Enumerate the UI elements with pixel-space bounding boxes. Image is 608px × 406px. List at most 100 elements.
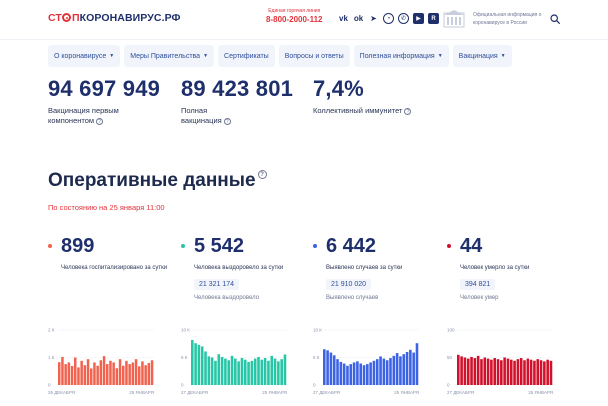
question-icon[interactable]: ? bbox=[96, 118, 104, 125]
chart-bar[interactable] bbox=[131, 362, 135, 385]
chart-bar[interactable] bbox=[128, 364, 131, 385]
nav-item-government-measures[interactable]: Меры Правительства ▼ bbox=[124, 45, 215, 67]
chart-bar[interactable] bbox=[80, 360, 83, 385]
chart-bar[interactable] bbox=[243, 359, 247, 385]
chart-bar[interactable] bbox=[250, 360, 254, 385]
chart-bar[interactable] bbox=[96, 365, 99, 385]
chart-bar[interactable] bbox=[224, 358, 227, 385]
search-icon[interactable] bbox=[550, 14, 560, 24]
nav-item-useful-info[interactable]: Полезная информация ▼ bbox=[353, 45, 449, 67]
chart-bar[interactable] bbox=[346, 365, 349, 385]
chart-bar[interactable] bbox=[197, 344, 201, 385]
chart-bar[interactable] bbox=[483, 357, 487, 386]
chart-bar[interactable] bbox=[67, 362, 71, 385]
chart-bar[interactable] bbox=[486, 358, 490, 385]
chart-bar[interactable] bbox=[356, 361, 359, 385]
whatsapp-icon[interactable]: ◔ bbox=[383, 13, 394, 24]
chart-bar[interactable] bbox=[207, 356, 211, 385]
chart-bar[interactable] bbox=[217, 354, 221, 385]
chart-bar[interactable] bbox=[366, 364, 369, 385]
chart-bar[interactable] bbox=[90, 368, 93, 386]
chart-bar[interactable] bbox=[399, 356, 402, 385]
chart-bar[interactable] bbox=[379, 356, 382, 385]
chart-bar[interactable] bbox=[466, 358, 470, 385]
chart-bar[interactable] bbox=[362, 365, 366, 385]
chart-bar[interactable] bbox=[533, 360, 536, 385]
chart-bar[interactable] bbox=[496, 359, 500, 385]
chart-bar[interactable] bbox=[106, 364, 109, 385]
chart-bar[interactable] bbox=[77, 367, 80, 385]
chart-bar[interactable] bbox=[539, 360, 543, 385]
question-icon[interactable]: ? bbox=[404, 108, 412, 115]
chart-bar[interactable] bbox=[273, 358, 277, 385]
site-logo[interactable]: СТ ПКОРОНАВИРУС.РФ bbox=[48, 12, 181, 24]
chart-bar[interactable] bbox=[204, 351, 207, 385]
nav-item-faq[interactable]: Вопросы и ответы bbox=[278, 45, 350, 67]
chart-bar[interactable] bbox=[194, 343, 197, 385]
chart-bar[interactable] bbox=[102, 356, 106, 385]
telegram-icon[interactable]: ➤ bbox=[370, 14, 377, 23]
chart-bar[interactable] bbox=[112, 362, 115, 385]
chart-bar[interactable] bbox=[260, 359, 264, 385]
odnoklassniki-icon[interactable]: ok bbox=[353, 14, 364, 23]
chart-bar[interactable] bbox=[352, 362, 356, 385]
chart-bar[interactable] bbox=[210, 357, 214, 386]
chart-bar[interactable] bbox=[109, 360, 112, 385]
chart-bar[interactable] bbox=[270, 355, 274, 385]
chart-bar[interactable] bbox=[412, 352, 415, 385]
chart-bar[interactable] bbox=[247, 361, 250, 385]
chart-bar[interactable] bbox=[70, 366, 74, 385]
chart-bar[interactable] bbox=[74, 357, 77, 386]
chart-bar[interactable] bbox=[503, 357, 506, 386]
chart-bar[interactable] bbox=[141, 361, 144, 385]
question-icon[interactable]: ? bbox=[257, 170, 267, 179]
chart-bar[interactable] bbox=[220, 356, 224, 385]
chart-bar[interactable] bbox=[375, 359, 379, 385]
chart-bar[interactable] bbox=[150, 360, 154, 385]
chart-bar[interactable] bbox=[493, 358, 496, 385]
chart-bar[interactable] bbox=[476, 355, 480, 385]
chart-bar[interactable] bbox=[389, 358, 392, 385]
chart-bar[interactable] bbox=[263, 358, 267, 385]
chart-bar[interactable] bbox=[336, 359, 339, 385]
chart-bar[interactable] bbox=[240, 358, 244, 385]
chart-bar[interactable] bbox=[230, 355, 234, 385]
viber-icon[interactable]: ✆ bbox=[398, 13, 409, 24]
chart-bar[interactable] bbox=[277, 361, 280, 385]
chart-bar[interactable] bbox=[519, 358, 523, 385]
chart-bar[interactable] bbox=[118, 359, 122, 385]
chart-bar[interactable] bbox=[234, 358, 237, 385]
chart-bar[interactable] bbox=[332, 355, 336, 385]
chart-bar[interactable] bbox=[546, 359, 549, 385]
question-icon[interactable]: ? bbox=[223, 118, 231, 125]
chart-bar[interactable] bbox=[58, 362, 61, 385]
nav-item-certificates[interactable]: Сертификаты bbox=[218, 45, 275, 67]
chart-bar[interactable] bbox=[405, 352, 409, 385]
chart-bar[interactable] bbox=[349, 364, 353, 385]
chart-bar[interactable] bbox=[415, 343, 419, 385]
chart-bar[interactable] bbox=[227, 360, 230, 385]
chart-bar[interactable] bbox=[147, 363, 151, 385]
chart-bar[interactable] bbox=[500, 360, 503, 385]
chart-bar[interactable] bbox=[402, 354, 406, 385]
nav-item-about-coronavirus[interactable]: О коронавирусе ▼ bbox=[48, 45, 121, 67]
chart-bar[interactable] bbox=[409, 349, 412, 385]
chart-bar[interactable] bbox=[134, 359, 138, 385]
government-emblem-icon[interactable] bbox=[442, 9, 466, 29]
chart-bar[interactable] bbox=[61, 356, 64, 385]
chart-bar[interactable] bbox=[329, 352, 333, 385]
hotline[interactable]: Единая горячая линия 8-800-2000-112 bbox=[266, 8, 323, 25]
chart-bar[interactable] bbox=[342, 363, 346, 385]
chart-bar[interactable] bbox=[513, 360, 516, 385]
chart-bar[interactable] bbox=[516, 359, 520, 385]
chart-bar[interactable] bbox=[323, 349, 326, 385]
chart-bar[interactable] bbox=[470, 356, 473, 385]
chart-bar[interactable] bbox=[382, 358, 386, 385]
chart-bar[interactable] bbox=[457, 354, 460, 385]
chart-bar[interactable] bbox=[191, 339, 194, 385]
rutube-icon[interactable]: R bbox=[428, 13, 439, 24]
chart-bar[interactable] bbox=[99, 360, 103, 385]
chart-bar[interactable] bbox=[86, 359, 90, 385]
chart-bar[interactable] bbox=[385, 360, 389, 385]
chart-bar[interactable] bbox=[490, 359, 493, 385]
